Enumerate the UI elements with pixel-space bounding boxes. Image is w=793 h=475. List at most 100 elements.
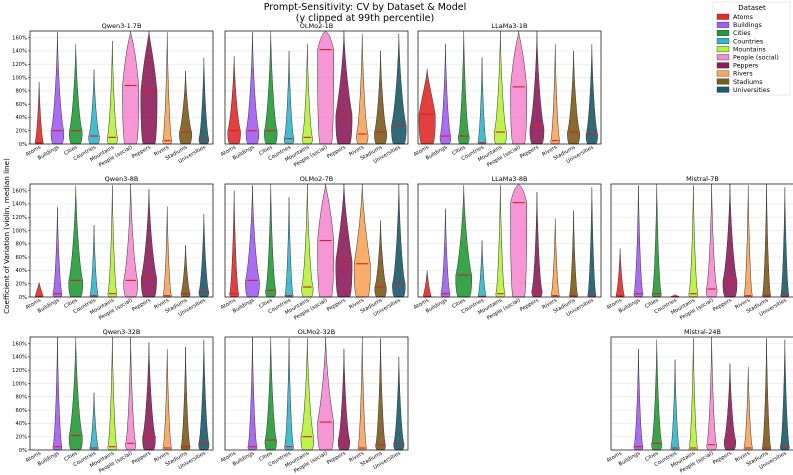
violin-body	[107, 185, 118, 298]
violin-qwen3-8b-countries	[89, 225, 99, 298]
violin-body	[633, 348, 644, 451]
violin-body	[162, 32, 173, 145]
violin-llama3-1b-rivers	[550, 44, 561, 145]
legend-item-atoms: Atoms	[716, 13, 753, 21]
violin-llama3-8b-buildings	[440, 208, 451, 298]
violin-qwen3-1-7b-countries	[88, 69, 100, 145]
violin-mistral-7b-buildings	[633, 185, 644, 298]
legend-label: People (social)	[733, 55, 779, 62]
violin-qwen3-8b-stadiums	[180, 245, 191, 298]
violin-body	[493, 30, 507, 145]
legend-swatch	[716, 78, 730, 85]
y-tick-label: 160%	[12, 188, 27, 194]
panel-frame	[224, 30, 409, 145]
violin-olmo2-1b-cities	[264, 30, 278, 145]
violin-body	[353, 183, 371, 298]
violin-mistral-7b-countries	[670, 293, 680, 298]
violin-body	[88, 69, 100, 145]
violin-qwen3-8b-mountains	[107, 185, 118, 298]
legend-label: Mountains	[733, 46, 766, 53]
violin-qwen3-1-7b-cities	[69, 44, 83, 145]
legend-label: Atoms	[733, 14, 753, 21]
violin-qwen3-32b-mountains	[107, 336, 118, 451]
violin-body	[688, 338, 698, 451]
violin-body	[198, 213, 210, 298]
violin-mistral-24b-buildings	[633, 348, 644, 451]
x-tick-label: Peppers	[712, 450, 733, 466]
violin-olmo2-1b-atoms	[227, 56, 241, 145]
legend-swatch	[716, 38, 730, 44]
violin-mistral-24b-universities	[780, 339, 790, 451]
legend-label: Universities	[733, 87, 770, 94]
panel-title: Qwen3-8B	[105, 175, 139, 183]
violin-body	[743, 366, 753, 451]
violin-mistral-24b-peppers	[723, 363, 736, 451]
violin-body	[69, 44, 83, 145]
violin-llama3-1b-universities	[585, 44, 598, 145]
panel-frame	[29, 336, 214, 451]
violin-body	[335, 30, 353, 145]
violin-body	[374, 220, 387, 298]
violin-mistral-24b-stadiums	[761, 338, 772, 451]
y-tick-label: 100%	[12, 228, 27, 234]
x-tick-label: Peppers	[131, 297, 152, 313]
violin-body	[162, 348, 172, 451]
violin-olmo2-7b-universities	[392, 183, 406, 298]
panel-frame	[29, 183, 214, 298]
y-tick-label: 60%	[15, 102, 27, 108]
violin-olmo2-7b-peppers	[335, 183, 353, 298]
legend-item-buildings: Buildings	[716, 21, 762, 29]
y-tick-label: 0%	[19, 448, 27, 454]
violin-mistral-24b-rivers	[743, 366, 753, 451]
violin-olmo2-7b-cities	[265, 183, 277, 298]
panel-frame	[224, 336, 409, 451]
panel-title: Qwen3-32B	[103, 328, 141, 336]
violin-olmo2-32b-rivers	[357, 336, 367, 451]
x-tick-label: Peppers	[131, 450, 152, 466]
violin-olmo2-1b-rivers	[356, 33, 369, 145]
violin-body	[743, 185, 753, 298]
violin-body	[670, 359, 680, 451]
panel-title: OLMo2-1B	[300, 22, 333, 30]
violin-body	[393, 356, 405, 451]
violin-qwen3-1-7b-rivers	[162, 32, 173, 145]
violin-body	[335, 183, 353, 298]
panel-frame	[610, 183, 793, 298]
panel-title: Qwen3-1.7B	[102, 22, 142, 30]
violin-qwen3-32b-universities	[198, 339, 210, 451]
violin-body	[265, 183, 277, 298]
violin-olmo2-32b-stadiums	[375, 338, 386, 451]
legend-item-countries: Countries	[716, 38, 763, 45]
violin-mistral-24b-countries	[670, 359, 680, 451]
violin-body	[284, 197, 294, 298]
violin-qwen3-8b-cities	[68, 185, 84, 298]
violin-qwen3-8b-peppers	[141, 189, 157, 298]
violin-body	[68, 336, 83, 451]
y-tick-label: 120%	[12, 368, 27, 374]
violin-mistral-7b-cities	[651, 183, 662, 298]
violin-body	[455, 185, 473, 298]
y-tick-label: 40%	[15, 421, 27, 427]
y-tick-label: 20%	[15, 129, 27, 135]
violin-qwen3-1-7b-buildings	[50, 32, 65, 145]
violin-body	[550, 44, 561, 145]
y-tick-label: 140%	[12, 49, 27, 55]
violin-mistral-7b-atoms	[615, 248, 625, 298]
legend-item-people-social: People (social)	[716, 54, 779, 62]
violin-mistral-24b-mountains	[688, 338, 698, 451]
violin-olmo2-7b-rivers	[353, 183, 371, 298]
x-tick-label: Peppers	[712, 297, 733, 313]
violin-olmo2-7b-buildings	[245, 185, 260, 298]
violin-body	[198, 57, 210, 145]
panel-title: LLaMa3-1B	[492, 22, 528, 30]
panel-title: OLMo2-7B	[300, 175, 333, 183]
violin-body	[375, 338, 386, 451]
y-tick-label: 120%	[12, 62, 27, 68]
legend-label: Rivers	[733, 71, 753, 78]
